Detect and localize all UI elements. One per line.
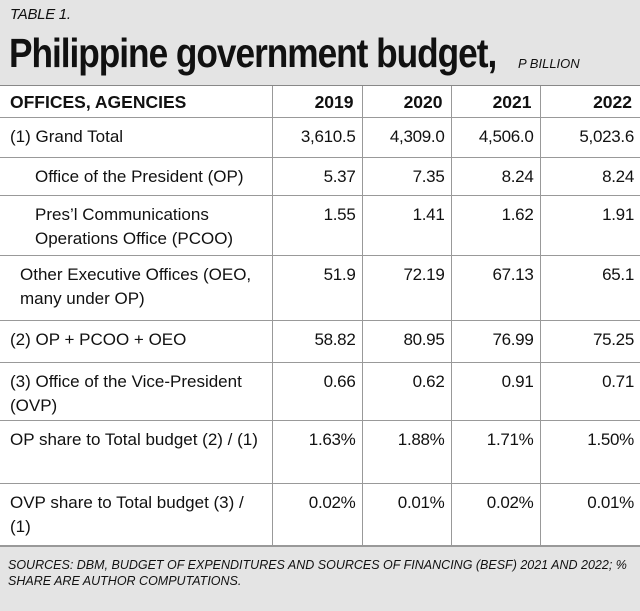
cell-value: 4,309.0 bbox=[361, 116, 452, 158]
row-label: OVP share to Total budget (3) / (1) bbox=[0, 482, 273, 546]
cell-value: 1.71% bbox=[450, 419, 541, 484]
row-label: (2) OP + PCOO + OEO bbox=[0, 319, 273, 363]
cell-value: 0.71 bbox=[539, 361, 640, 421]
cell-value: 76.99 bbox=[450, 319, 541, 363]
table-row: (1) Grand Total 3,610.5 4,309.0 4,506.0 5,02… bbox=[0, 116, 640, 158]
title: Philippine government budget, bbox=[9, 30, 497, 76]
footer: SOURCES: DBM, BUDGET OF EXPENDITURES AND… bbox=[0, 545, 640, 611]
title-wrap: Philippine government budget, bbox=[9, 30, 576, 77]
column-header: 2020 bbox=[361, 86, 452, 118]
unit: P BILLION bbox=[518, 56, 580, 71]
cell-value: 0.01% bbox=[361, 482, 452, 546]
cell-value: 1.88% bbox=[361, 419, 452, 484]
cell-value: 51.9 bbox=[271, 254, 363, 321]
column-header: 2022 bbox=[539, 86, 640, 118]
cell-value: 1.55 bbox=[271, 194, 363, 256]
table-row: (3) Office of the Vice-President (OVP) 0.… bbox=[0, 361, 640, 421]
cell-value: 67.13 bbox=[450, 254, 541, 321]
cell-value: 80.95 bbox=[361, 319, 452, 363]
cell-value: 1.41 bbox=[361, 194, 452, 256]
column-header: 2019 bbox=[271, 86, 363, 118]
cell-value: 5.37 bbox=[271, 156, 363, 196]
cell-value: 0.91 bbox=[450, 361, 541, 421]
cell-value: 0.66 bbox=[271, 361, 363, 421]
table-row: OVP share to Total budget (3) / (1) 0.02%… bbox=[0, 482, 640, 546]
cell-value: 72.19 bbox=[361, 254, 452, 321]
cell-value: 75.25 bbox=[539, 319, 640, 363]
row-label: (3) Office of the Vice-President (OVP) bbox=[0, 361, 273, 421]
cell-value: 5,023.6 bbox=[539, 116, 640, 158]
column-header: 2021 bbox=[450, 86, 541, 118]
table-label: TABLE 1. bbox=[10, 6, 71, 23]
table-body: (1) Grand Total 3,610.5 4,309.0 4,506.0 5,02… bbox=[0, 116, 640, 546]
cell-value: 1.63% bbox=[271, 419, 363, 484]
budget-table: OFFICES, AGENCIES 2019 2020 2021 2022 (1) Gr… bbox=[0, 86, 640, 546]
table-row: (2) OP + PCOO + OEO 58.82 80.95 76.99 75.25 bbox=[0, 319, 640, 363]
cell-value: 4,506.0 bbox=[450, 116, 541, 158]
cell-value: 58.82 bbox=[271, 319, 363, 363]
cell-value: 3,610.5 bbox=[271, 116, 363, 158]
cell-value: 7.35 bbox=[361, 156, 452, 196]
cell-value: 65.1 bbox=[539, 254, 640, 321]
cell-value: 0.02% bbox=[450, 482, 541, 546]
cell-value: 1.62 bbox=[450, 194, 541, 256]
cell-value: 0.02% bbox=[271, 482, 363, 546]
cell-value: 0.62 bbox=[361, 361, 452, 421]
table-head: OFFICES, AGENCIES 2019 2020 2021 2022 bbox=[0, 86, 640, 118]
cell-value: 0.01% bbox=[539, 482, 640, 546]
table-row: Other Executive Offices (OEO, many under… bbox=[0, 254, 640, 321]
cell-value: 1.91 bbox=[539, 194, 640, 256]
row-label: Pres’l Communications Operations Office … bbox=[0, 194, 273, 256]
row-label: OP share to Total budget (2) / (1) bbox=[0, 419, 273, 484]
table-row: Office of the President (OP) 5.37 7.35 8.24… bbox=[0, 156, 640, 196]
row-label: (1) Grand Total bbox=[0, 116, 273, 158]
column-header: OFFICES, AGENCIES bbox=[0, 86, 273, 118]
row-label: Other Executive Offices (OEO, many under… bbox=[0, 254, 273, 321]
table-row: OP share to Total budget (2) / (1) 1.63% 1… bbox=[0, 419, 640, 484]
cell-value: 1.50% bbox=[539, 419, 640, 484]
header: TABLE 1. Philippine government budget, P… bbox=[0, 0, 640, 86]
row-label: Office of the President (OP) bbox=[0, 156, 273, 196]
table-row: Pres’l Communications Operations Office … bbox=[0, 194, 640, 256]
header-row: OFFICES, AGENCIES 2019 2020 2021 2022 bbox=[0, 86, 640, 118]
cell-value: 8.24 bbox=[450, 156, 541, 196]
cell-value: 8.24 bbox=[539, 156, 640, 196]
